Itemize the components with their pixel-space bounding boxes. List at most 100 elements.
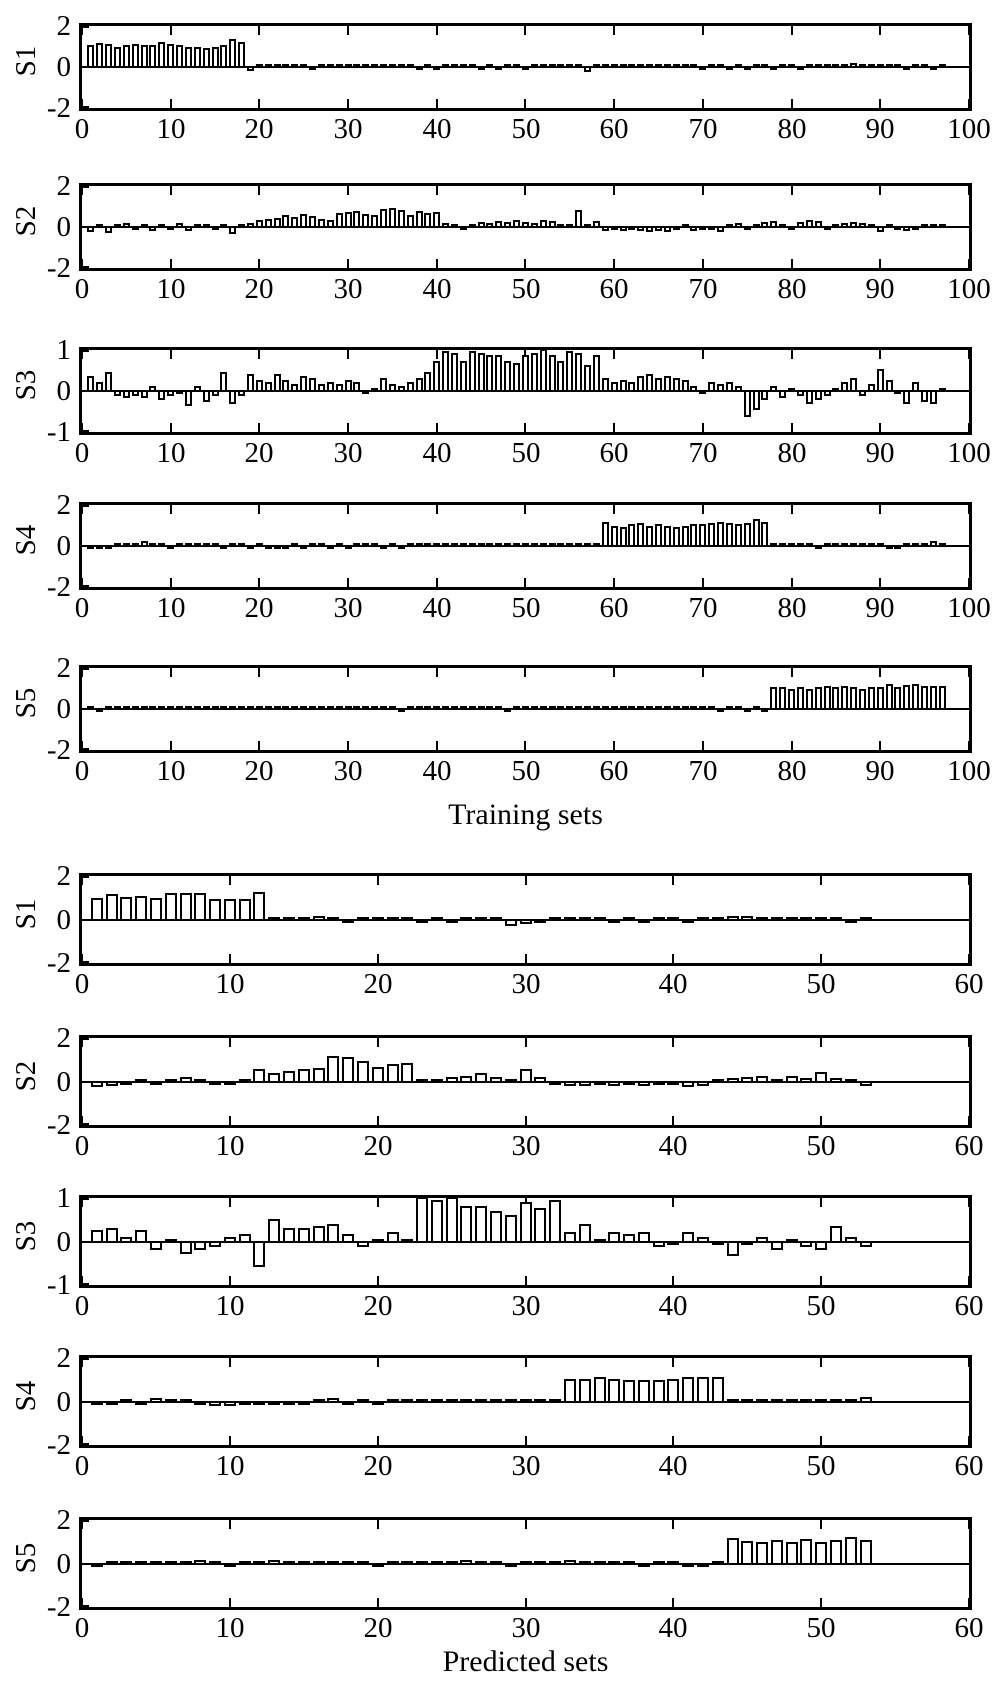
bar	[353, 706, 360, 710]
bar	[291, 543, 298, 547]
bar	[141, 390, 148, 398]
y-axis-label: S5	[9, 1542, 42, 1574]
bar	[96, 382, 103, 392]
bar	[673, 64, 680, 68]
bar	[602, 522, 609, 547]
bar	[212, 706, 219, 710]
x-tick-mark	[258, 668, 260, 677]
bar	[741, 1077, 753, 1083]
x-tick-mark	[702, 668, 704, 677]
bar	[176, 223, 183, 228]
bar	[628, 706, 635, 710]
bar	[637, 376, 644, 392]
bar	[209, 1401, 221, 1406]
bar	[176, 45, 183, 68]
bar	[106, 1401, 118, 1405]
bar	[313, 1399, 325, 1403]
x-tick-mark	[879, 186, 881, 195]
bar	[628, 226, 635, 230]
y-tick-mark	[82, 708, 89, 710]
bar	[165, 1561, 177, 1565]
bar	[495, 706, 502, 710]
x-tick-label: 10	[156, 437, 186, 469]
bar	[786, 1399, 798, 1403]
bar	[401, 1239, 413, 1243]
bar	[912, 226, 919, 230]
y-tick-mark	[82, 430, 89, 432]
x-tick-mark	[879, 668, 881, 677]
bar	[309, 706, 316, 710]
y-tick-mark	[82, 226, 89, 228]
bar	[239, 899, 251, 921]
bar	[141, 45, 148, 68]
x-tick-mark	[436, 186, 438, 195]
x-tick-label: 10	[215, 1290, 245, 1322]
bar	[824, 686, 831, 710]
x-tick-label: 70	[688, 592, 718, 624]
bar	[353, 382, 360, 392]
x-tick-mark	[377, 1358, 379, 1367]
y-tick-mark	[82, 106, 89, 108]
bar	[638, 919, 650, 923]
bar	[653, 1241, 665, 1247]
bar	[460, 1560, 472, 1565]
bar	[690, 226, 697, 231]
bar	[504, 222, 511, 228]
x-tick-mark	[702, 186, 704, 195]
bar	[505, 919, 517, 926]
bar	[256, 543, 263, 547]
bar	[779, 390, 786, 398]
bar	[788, 388, 795, 392]
bar	[362, 214, 369, 228]
bar	[247, 66, 254, 71]
bar	[841, 382, 848, 392]
bar	[451, 224, 458, 228]
bar	[505, 1399, 517, 1403]
bar	[357, 1241, 369, 1247]
bar	[229, 390, 236, 404]
y-axis-label: S4	[9, 524, 42, 556]
bar	[860, 1241, 872, 1247]
bar	[566, 706, 573, 710]
x-tick-mark	[879, 578, 881, 587]
bar	[342, 1401, 354, 1405]
bar	[912, 64, 919, 68]
bar	[167, 44, 174, 68]
bar	[194, 47, 201, 68]
x-tick-mark	[258, 186, 260, 195]
x-tick-mark	[968, 350, 970, 359]
y-tick-label: -2	[46, 571, 71, 603]
x-tick-mark	[229, 1116, 231, 1125]
bar	[327, 1561, 339, 1565]
y-axis-label: S3	[9, 369, 42, 401]
x-tick-mark	[525, 1038, 527, 1047]
bar	[478, 353, 485, 392]
y-tick-mark	[82, 186, 89, 188]
bar	[608, 1232, 620, 1243]
bar	[389, 543, 396, 547]
bar	[475, 1073, 487, 1083]
x-tick-mark	[170, 26, 172, 35]
y-axis-label: S2	[9, 205, 42, 237]
x-tick-mark	[81, 1276, 83, 1285]
bar	[256, 220, 263, 228]
bar	[185, 226, 192, 231]
bar	[690, 386, 697, 392]
x-tick-mark	[81, 1116, 83, 1125]
bar	[309, 216, 316, 228]
x-tick-mark	[81, 954, 83, 963]
subplot-training-s3	[79, 347, 972, 435]
bar	[513, 220, 520, 228]
bar	[372, 1067, 384, 1083]
bar	[797, 687, 804, 710]
bar	[637, 226, 644, 231]
bar	[534, 1077, 546, 1083]
x-tick-mark	[525, 1436, 527, 1445]
bar	[744, 390, 751, 417]
bar	[318, 64, 325, 68]
bar	[638, 1081, 650, 1086]
bar	[362, 64, 369, 68]
bar	[735, 524, 742, 547]
bar	[274, 64, 281, 68]
x-tick-label: 90	[865, 113, 895, 145]
